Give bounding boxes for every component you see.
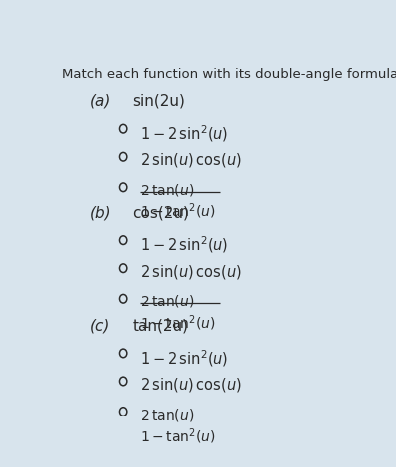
Text: cos(2u): cos(2u)	[132, 205, 189, 220]
Text: (c): (c)	[89, 318, 110, 333]
Text: $2\,\mathrm{sin}(u)\,\mathrm{cos}(u)$: $2\,\mathrm{sin}(u)\,\mathrm{cos}(u)$	[140, 263, 242, 281]
Text: $1 - \mathrm{tan}^{2}(u)$: $1 - \mathrm{tan}^{2}(u)$	[140, 426, 216, 446]
Text: $2\,\mathrm{tan}(u)$: $2\,\mathrm{tan}(u)$	[140, 407, 194, 423]
Text: $1 - 2\,\mathrm{sin}^{2}(u)$: $1 - 2\,\mathrm{sin}^{2}(u)$	[140, 235, 228, 255]
Text: $1 - \mathrm{tan}^{2}(u)$: $1 - \mathrm{tan}^{2}(u)$	[140, 202, 216, 221]
Text: $2\,\mathrm{tan}(u)$: $2\,\mathrm{tan}(u)$	[140, 182, 194, 198]
Text: $2\,\mathrm{sin}(u)\,\mathrm{cos}(u)$: $2\,\mathrm{sin}(u)\,\mathrm{cos}(u)$	[140, 151, 242, 170]
Text: $1 - 2\,\mathrm{sin}^{2}(u)$: $1 - 2\,\mathrm{sin}^{2}(u)$	[140, 123, 228, 144]
Text: sin(2u): sin(2u)	[132, 94, 185, 109]
Text: $1 - 2\,\mathrm{sin}^{2}(u)$: $1 - 2\,\mathrm{sin}^{2}(u)$	[140, 348, 228, 369]
Text: Match each function with its double-angle formula.: Match each function with its double-angl…	[62, 68, 396, 80]
Text: (a): (a)	[89, 94, 111, 109]
Text: tan(2u): tan(2u)	[132, 318, 188, 333]
Text: $2\,\mathrm{tan}(u)$: $2\,\mathrm{tan}(u)$	[140, 293, 194, 309]
Text: (b): (b)	[89, 205, 111, 220]
Text: $2\,\mathrm{sin}(u)\,\mathrm{cos}(u)$: $2\,\mathrm{sin}(u)\,\mathrm{cos}(u)$	[140, 376, 242, 394]
Text: $1 - \mathrm{tan}^{2}(u)$: $1 - \mathrm{tan}^{2}(u)$	[140, 313, 216, 333]
